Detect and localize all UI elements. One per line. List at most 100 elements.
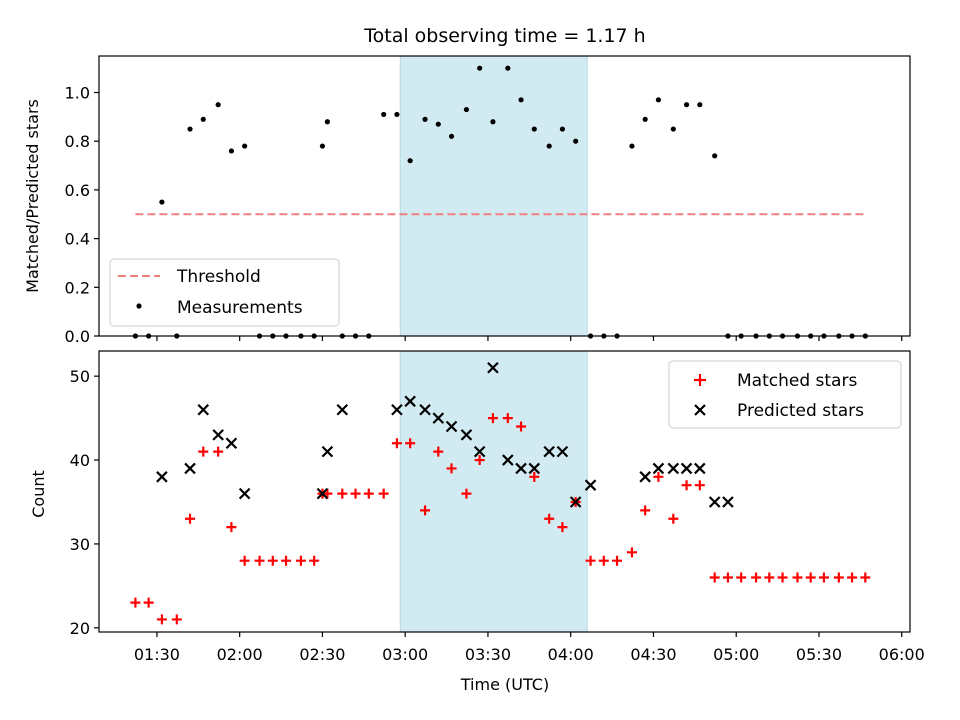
y-tick-label: 0.6 bbox=[65, 181, 90, 200]
predicted-star-point bbox=[197, 403, 210, 416]
predicted-star-point bbox=[502, 454, 514, 466]
predicted-star-point bbox=[212, 429, 224, 441]
y-tick-label: 1.0 bbox=[65, 84, 90, 103]
matched-star-point bbox=[681, 480, 692, 491]
predicted-star-point bbox=[238, 487, 251, 500]
y-tick-label: 0.0 bbox=[65, 327, 90, 346]
legend-predicted-swatch bbox=[694, 404, 706, 416]
x-tick-label: 06:00 bbox=[879, 645, 925, 664]
predicted-star-point bbox=[528, 462, 541, 475]
y-tick-label: 50 bbox=[70, 367, 90, 386]
predicted-star-point bbox=[419, 403, 431, 416]
x-tick-label: 03:30 bbox=[465, 645, 511, 664]
matched-star-point bbox=[433, 446, 444, 457]
axes-frame-1 bbox=[98, 350, 911, 633]
matched-star-point bbox=[254, 555, 265, 566]
predicted-star-point bbox=[473, 445, 486, 458]
x-tick-label: 01:30 bbox=[134, 645, 180, 664]
x-axis-label: Time (UTC) bbox=[460, 675, 549, 694]
bottom-y-axis-label: Count bbox=[29, 470, 48, 518]
matched-star-point bbox=[833, 572, 844, 583]
measurement-point bbox=[477, 65, 483, 71]
top-legend-box bbox=[109, 258, 340, 327]
predicted-star-point bbox=[694, 462, 706, 475]
matched-star-point bbox=[267, 555, 278, 566]
matched-star-point bbox=[487, 413, 498, 424]
chart-title: Total observing time = 1.17 h bbox=[363, 25, 645, 47]
matched-star-point bbox=[585, 555, 596, 566]
matched-star-point bbox=[185, 513, 196, 524]
matched-star-point bbox=[350, 488, 361, 499]
measurement-point bbox=[559, 126, 566, 132]
predicted-star-point bbox=[321, 445, 334, 458]
y-tick-label: 30 bbox=[70, 535, 90, 554]
matched-star-point bbox=[239, 555, 250, 566]
measurement-point bbox=[215, 102, 221, 108]
predicted-star-point bbox=[708, 496, 721, 508]
predicted-star-point bbox=[722, 496, 734, 508]
matched-star-point bbox=[363, 488, 374, 499]
predicted-star-point bbox=[652, 462, 665, 475]
predicted-star-point bbox=[225, 437, 238, 450]
predicted-star-point bbox=[336, 403, 349, 416]
matched-star-point bbox=[640, 505, 651, 516]
y-tick-label: 40 bbox=[70, 451, 90, 470]
measurement-point bbox=[242, 143, 248, 149]
matched-star-point bbox=[557, 522, 568, 533]
matched-star-point bbox=[598, 555, 609, 566]
matched-star-point bbox=[544, 513, 555, 524]
matched-star-point bbox=[653, 471, 664, 482]
measurement-point bbox=[463, 106, 470, 113]
measurement-point bbox=[655, 97, 662, 103]
matched-star-point bbox=[156, 614, 167, 625]
matched-star-point bbox=[502, 413, 513, 424]
y-tick-label: 0.4 bbox=[65, 230, 90, 249]
predicted-star-point bbox=[556, 445, 569, 458]
x-tick-label: 04:00 bbox=[548, 645, 594, 664]
measurement-point bbox=[422, 116, 428, 122]
matched-star-point bbox=[213, 446, 224, 457]
matched-star-point bbox=[198, 446, 209, 457]
predicted-star-point bbox=[680, 462, 693, 475]
matched-star-point bbox=[446, 463, 457, 474]
predicted-star-point bbox=[432, 412, 445, 424]
measurement-point bbox=[697, 102, 703, 108]
measurement-point bbox=[435, 121, 441, 127]
y-tick-label: 20 bbox=[70, 619, 90, 638]
matched-star-point bbox=[420, 505, 431, 516]
predicted-star-point bbox=[445, 420, 458, 433]
predicted-star-point bbox=[404, 395, 416, 408]
measurement-point bbox=[394, 111, 400, 118]
matched-star-point bbox=[792, 572, 803, 583]
matched-star-point bbox=[322, 488, 333, 499]
matched-star-point bbox=[764, 572, 775, 583]
predicted-star-point bbox=[639, 471, 651, 483]
predicted-star-point bbox=[460, 429, 473, 441]
measurement-point bbox=[712, 153, 718, 159]
matched-star-point bbox=[171, 614, 182, 625]
matched-star-point bbox=[309, 555, 320, 566]
predicted-star-point bbox=[156, 471, 168, 483]
axes-frame-0 bbox=[98, 55, 911, 337]
highlight-span-0 bbox=[399, 55, 588, 337]
measurement-point bbox=[490, 119, 496, 125]
bottom-legend-box bbox=[668, 360, 902, 429]
measurement-point bbox=[319, 143, 326, 149]
legend-measurements-swatch bbox=[136, 303, 142, 309]
legend-measurements-label: Measurements bbox=[177, 298, 303, 318]
measurement-point bbox=[200, 116, 206, 122]
measurement-point bbox=[573, 138, 579, 144]
matched-star-point bbox=[143, 597, 154, 608]
matched-star-point bbox=[391, 438, 402, 449]
measurement-point bbox=[683, 102, 690, 108]
matched-star-point bbox=[709, 572, 720, 583]
plot-layer: 0.0 0.2 0.4 0.6 0.8 1.0 20 30 40 50 01:30 02:00 02:3… bbox=[65, 55, 925, 664]
x-tick-label: 03:00 bbox=[382, 645, 428, 664]
x-tick-label: 02:00 bbox=[217, 645, 263, 664]
matched-star-point bbox=[226, 522, 237, 533]
matched-star-point bbox=[626, 547, 637, 558]
matched-star-point bbox=[529, 471, 540, 482]
measurement-point bbox=[324, 119, 331, 125]
matched-star-point bbox=[337, 488, 348, 499]
